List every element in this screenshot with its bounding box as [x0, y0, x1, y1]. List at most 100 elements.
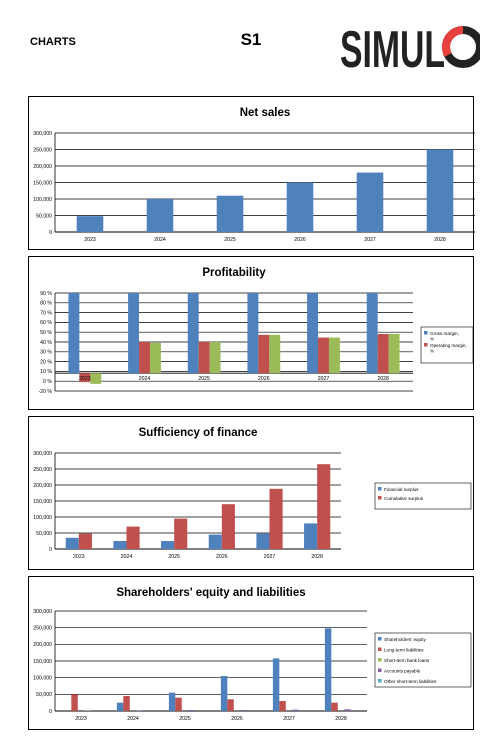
y-tick-label: 0 [49, 547, 52, 553]
y-tick-label: -20 % [38, 389, 52, 395]
net-sales-chart-panel: Net sales 0 50,000 100,000 150,000 200,000 250… [28, 96, 475, 250]
bar [324, 628, 332, 711]
chart-title: Net sales [240, 107, 291, 119]
bar [304, 523, 318, 549]
bar [149, 342, 161, 374]
legend-swatch [424, 331, 428, 335]
bar [377, 333, 389, 374]
bar [344, 709, 351, 711]
x-tick-label: 2026 [231, 716, 243, 722]
bar [318, 337, 329, 374]
x-tick-label: 2026 [216, 554, 228, 560]
bar [209, 342, 221, 374]
bar [216, 195, 244, 232]
bar [331, 702, 338, 711]
x-tick-label: 2023 [75, 716, 87, 722]
chart-svg: Sufficiency of finance 0 50,000 100,000 150,… [33, 427, 472, 560]
y-tick-label: 20 % [40, 359, 52, 365]
legend-swatch [378, 647, 382, 651]
y-tick-label: 250,000 [33, 625, 52, 631]
y-tick-label: 0 [49, 709, 52, 715]
x-tick-label: 2028 [311, 554, 323, 560]
bar [90, 373, 102, 384]
bar [269, 488, 283, 549]
svg-text:SIMUL: SIMUL [340, 22, 445, 72]
y-tick-label: 60 % [40, 320, 52, 326]
x-tick-label: 2028 [377, 376, 389, 382]
x-tick-label: 2026 [258, 376, 270, 382]
legend-label: Cumulative surplus [384, 496, 424, 501]
y-tick-label: 80 % [40, 301, 52, 307]
x-tick-label: 2025 [168, 554, 180, 560]
legend: Financial surplus Cumulative surplus [374, 482, 472, 510]
x-tick-label: 2023 [79, 376, 91, 382]
legend: Gross margin,%Operating margin,% [420, 326, 474, 364]
bar [174, 518, 188, 549]
bar [240, 710, 247, 711]
legend-swatch [378, 637, 382, 641]
legend-label: Accounts payable [384, 669, 421, 674]
bar [426, 149, 454, 232]
y-tick-label: 250,000 [33, 467, 52, 473]
bar [317, 464, 331, 549]
y-tick-label: 90 % [40, 291, 52, 297]
y-tick-label: 0 % [43, 379, 52, 385]
chart-svg: Shareholders' equity and liabilities 0 50,… [33, 587, 472, 722]
y-tick-label: 200,000 [33, 483, 52, 489]
y-tick-label: 300,000 [33, 451, 52, 457]
bar [279, 701, 286, 711]
bar [128, 293, 140, 374]
chart-title: Sufficiency of finance [139, 427, 258, 439]
bar [76, 216, 104, 232]
legend-label: Shareholders' equity [384, 637, 426, 642]
legend-label: % [430, 349, 434, 354]
profitability-chart-panel: Profitability -20 % 0 % 10 % 20 % 30 % 40 % 50 … [28, 256, 474, 410]
y-tick-label: 30 % [40, 350, 52, 356]
legend-swatch [378, 679, 382, 683]
x-tick-label: 2025 [179, 716, 191, 722]
bar [139, 342, 150, 374]
legend-box [374, 482, 472, 510]
y-tick-label: 200,000 [33, 164, 52, 170]
chart-svg: Profitability -20 % 0 % 10 % 20 % 30 % 40 % 50 … [38, 267, 474, 395]
y-tick-label: 150,000 [33, 499, 52, 505]
x-tick-label: 2024 [139, 376, 151, 382]
bar [269, 334, 281, 374]
bar [136, 710, 143, 711]
bar [307, 293, 319, 374]
x-tick-label: 2025 [198, 376, 210, 382]
header-section-label: CHARTS [30, 36, 76, 48]
legend-label: Operating margin, [430, 343, 467, 348]
x-tick-label: 2023 [84, 237, 96, 243]
legend-swatch [378, 658, 382, 662]
x-tick-label: 2027 [264, 554, 276, 560]
sufficiency-of-finance-chart-panel: Sufficiency of finance 0 50,000 100,000 150,… [28, 416, 474, 570]
legend-label: Other short-term liabilities [384, 679, 437, 684]
y-tick-label: 250,000 [33, 147, 52, 153]
y-tick-label: 50 % [40, 330, 52, 336]
bar [292, 709, 299, 711]
legend-label: Short-term bank loans [384, 658, 430, 663]
bar [220, 676, 228, 711]
y-tick-label: 100,000 [33, 515, 52, 521]
bar [175, 697, 182, 711]
x-tick-label: 2024 [127, 716, 139, 722]
bar [286, 182, 314, 232]
y-tick-label: 100,000 [33, 197, 52, 203]
bar [272, 658, 280, 711]
y-tick-label: 300,000 [33, 131, 52, 137]
legend-swatch [378, 496, 382, 500]
bar [146, 199, 174, 232]
bar [256, 533, 270, 549]
bar [188, 710, 195, 711]
x-tick-label: 2027 [318, 376, 330, 382]
legend-swatch [378, 487, 382, 491]
x-tick-label: 2024 [121, 554, 133, 560]
bar [113, 541, 127, 549]
legend-label: Long-term liabilities [384, 648, 424, 653]
x-tick-label: 2028 [434, 237, 446, 243]
equity-and-liabilities-chart-panel: Shareholders' equity and liabilities 0 50,… [28, 576, 474, 730]
bar [126, 526, 140, 549]
bar [356, 172, 384, 232]
legend-swatch [424, 343, 428, 347]
